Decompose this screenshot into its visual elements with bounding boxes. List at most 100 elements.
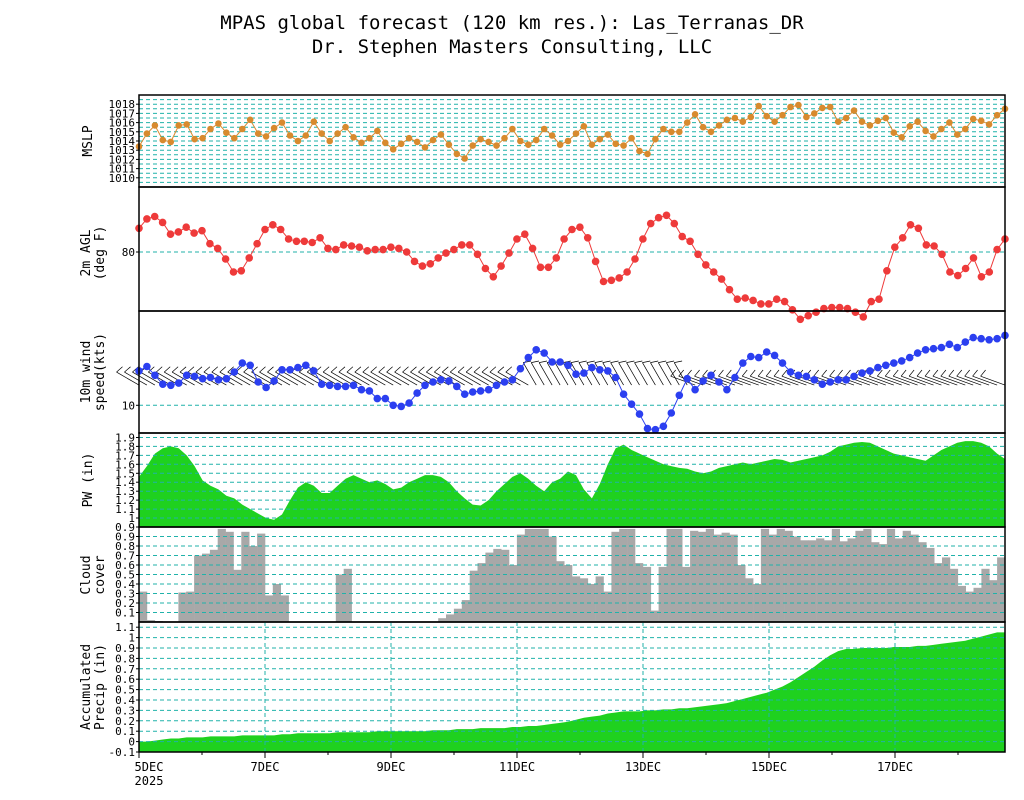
mslp-point — [572, 130, 580, 137]
mslp-point — [437, 131, 445, 138]
temp-point — [528, 244, 537, 253]
cloud-bar — [965, 591, 974, 622]
cloud-bar — [493, 548, 502, 622]
temp-point — [662, 211, 671, 220]
cloud-bar — [847, 538, 856, 622]
wind-barb — [402, 371, 426, 386]
cloud-bar — [981, 568, 990, 622]
mslp-point — [612, 140, 619, 148]
temp-point — [347, 242, 356, 250]
wind-point — [627, 400, 636, 409]
wind-point — [572, 370, 580, 379]
wind-point — [874, 363, 882, 372]
wind-barb-feather — [457, 366, 465, 373]
wind-point — [707, 371, 715, 380]
cloud-bar — [713, 534, 722, 622]
wind-barb — [972, 375, 998, 386]
cloud-bar — [902, 530, 911, 622]
temp-point — [709, 268, 718, 276]
wind-barb-feather — [634, 360, 643, 363]
wind-barb — [522, 362, 537, 386]
temp-point — [560, 235, 568, 243]
wind-point — [842, 376, 850, 384]
x-tick-label: 15DEC — [751, 760, 787, 774]
temp-point — [946, 268, 954, 276]
wind-barb-feather — [441, 366, 449, 373]
pw-tick-label: 1.3 — [115, 485, 135, 498]
wind-point — [778, 359, 787, 367]
temp-point — [536, 263, 545, 272]
wind-point — [453, 382, 461, 391]
wind-point — [151, 371, 159, 380]
mslp-point — [469, 142, 477, 149]
temp-point — [174, 228, 183, 236]
wind-barb-feather — [829, 369, 835, 377]
temp-point — [355, 243, 364, 251]
temp-point — [395, 244, 403, 253]
wind-point — [683, 374, 691, 383]
mslp-point — [898, 134, 905, 141]
temp-point — [143, 215, 151, 223]
x-tick-label: 17DEC — [877, 760, 913, 774]
wind-barb-feather — [497, 366, 505, 373]
wind-barb — [235, 371, 259, 386]
mslp-point — [699, 123, 707, 131]
mslp-point — [405, 134, 413, 142]
mslp-point — [556, 141, 564, 148]
wind-barb-feather — [481, 366, 489, 373]
mslp-point — [215, 120, 222, 127]
wind-barb-feather — [940, 369, 947, 377]
temp-point — [867, 297, 875, 306]
wind-barb-feather — [610, 360, 619, 363]
wind-point — [159, 380, 167, 389]
wind-barb-feather — [155, 366, 163, 373]
temp-point — [780, 297, 789, 306]
cloud-bar — [784, 530, 793, 622]
wind-barb-feather — [586, 360, 595, 363]
temp-point — [213, 244, 222, 253]
temp-point — [954, 271, 962, 280]
wind-point — [484, 385, 493, 394]
wind-point — [762, 348, 771, 356]
cloud-bar — [682, 566, 691, 622]
wind-point — [635, 410, 644, 418]
wind-point — [993, 334, 1001, 343]
wind-point — [365, 387, 374, 395]
wind-point — [786, 368, 795, 376]
wind-barb-feather — [394, 366, 401, 373]
cloud-bar — [446, 614, 455, 622]
wind-point — [445, 377, 453, 385]
mslp-point — [715, 122, 723, 129]
wind-point — [985, 336, 993, 344]
wind-barb-feather — [718, 369, 724, 377]
wind-point — [564, 361, 572, 370]
temp-point — [206, 239, 214, 248]
temp-point — [725, 285, 734, 294]
wind-point — [460, 390, 469, 399]
mslp-point — [652, 135, 659, 143]
wind-barb-feather — [837, 369, 843, 377]
cloud-tick-label: 0.5 — [115, 569, 135, 582]
mslp-point — [278, 119, 286, 126]
mslp-point — [660, 125, 667, 133]
wind-point — [929, 344, 938, 353]
wind-barb — [634, 362, 648, 386]
mslp-point — [628, 134, 635, 142]
cloud-bar — [603, 591, 612, 622]
cloud-bar — [863, 528, 872, 622]
temp-point — [804, 311, 812, 320]
mslp-tick-label: 1014 — [109, 135, 136, 148]
wind-barb-feather — [892, 369, 899, 377]
x-tick-label: 7DEC — [251, 760, 280, 774]
cloud-bar — [579, 578, 589, 622]
cloud-bar — [556, 561, 565, 622]
wind-point — [858, 369, 866, 377]
temp-point — [481, 264, 490, 273]
cloud-bar — [745, 578, 754, 622]
mslp-point — [985, 121, 993, 128]
wind-barb-feather — [674, 360, 683, 363]
mslp-point — [461, 155, 469, 162]
mslp-point — [429, 136, 437, 144]
wind-point — [770, 351, 779, 360]
wind-barb-feather — [594, 360, 603, 363]
